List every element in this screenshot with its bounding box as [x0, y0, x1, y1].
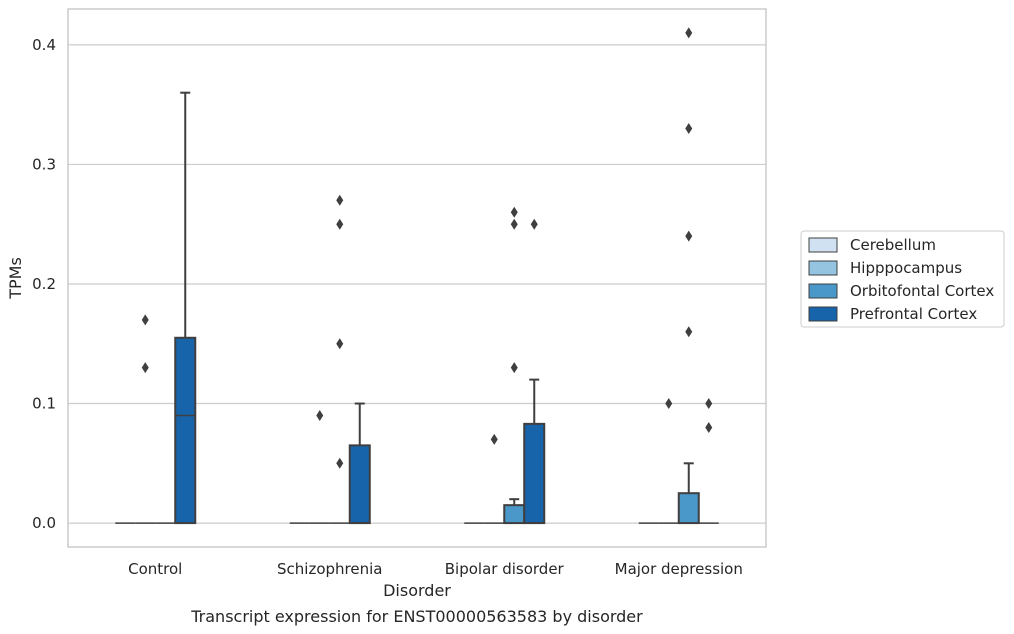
outlier-point: [141, 314, 149, 326]
legend-swatch: [808, 306, 838, 322]
outlier-point: [685, 326, 693, 338]
box: [348, 444, 371, 525]
box-orbitofontal-cortex-schizophrenia: [329, 194, 350, 524]
y-tick-label: 0.4: [32, 36, 56, 54]
y-tick-labels: 0.0 0.1 0.2 0.3 0.4: [32, 36, 56, 532]
legend-swatch: [808, 260, 838, 276]
box: [523, 422, 546, 525]
outlier-point: [705, 398, 713, 410]
outlier-point: [316, 409, 324, 421]
box: [503, 504, 526, 525]
y-tick-label: 0.3: [32, 155, 56, 173]
x-tick-label: Major depression: [615, 560, 743, 578]
box-prefrontal-cortex-bipolar-disorder: [523, 218, 546, 525]
legend-label: Cerebellum: [850, 236, 936, 254]
box: [174, 336, 197, 525]
outlier-point: [685, 27, 693, 39]
box-prefrontal-cortex-schizophrenia: [348, 402, 371, 525]
x-tick-label: Control: [128, 560, 182, 578]
legend-swatch: [808, 237, 838, 253]
box-hipppocampus-major-depression: [658, 398, 679, 524]
y-tick-label: 0.0: [32, 514, 56, 532]
box-hipppocampus-control: [135, 314, 156, 524]
x-tick-labels: Control Schizophrenia Bipolar disorder Majo…: [128, 560, 743, 578]
outlier-point: [141, 362, 149, 374]
legend-label: Hipppocampus: [850, 259, 962, 277]
box: [677, 492, 700, 525]
outlier-point: [685, 123, 693, 135]
legend-label: Orbitofontal Cortex: [850, 282, 994, 300]
outlier-point: [510, 362, 518, 374]
outlier-point: [665, 398, 673, 410]
box-hipppocampus-schizophrenia: [309, 409, 330, 524]
x-axis-title: Disorder: [383, 581, 451, 600]
outlier-point: [510, 218, 518, 230]
y-axis-title: TPMs: [6, 257, 25, 300]
box-plots: [115, 27, 719, 525]
outlier-point: [510, 206, 518, 218]
outlier-point: [336, 218, 344, 230]
legend-label: Prefrontal Cortex: [850, 305, 977, 323]
outlier-point: [530, 218, 538, 230]
y-tick-label: 0.1: [32, 395, 56, 413]
outlier-point: [336, 338, 344, 350]
legend-swatch: [808, 283, 838, 299]
x-tick-label: Schizophrenia: [277, 560, 382, 578]
grid-lines: [68, 44, 766, 524]
x-tick-label: Bipolar disorder: [445, 560, 565, 578]
legend-frame: [800, 230, 1005, 328]
legend: Cerebellum Hipppocampus Orbitofontal Corte…: [800, 230, 1005, 328]
box-orbitofontal-cortex-bipolar-disorder: [503, 206, 526, 525]
box-orbitofontal-cortex-major-depression: [677, 27, 700, 525]
outlier-point: [336, 194, 344, 206]
plot-area-frame: [67, 8, 767, 548]
outlier-point: [336, 457, 344, 469]
box-prefrontal-cortex-major-depression: [698, 398, 719, 524]
outlier-point: [490, 433, 498, 445]
figure-caption: Transcript expression for ENST0000056358…: [190, 607, 643, 626]
outlier-point: [705, 421, 713, 433]
box-hipppocampus-bipolar-disorder: [484, 433, 505, 524]
y-tick-label: 0.2: [32, 275, 56, 293]
box-prefrontal-cortex-control: [174, 91, 197, 525]
outlier-point: [685, 230, 693, 242]
